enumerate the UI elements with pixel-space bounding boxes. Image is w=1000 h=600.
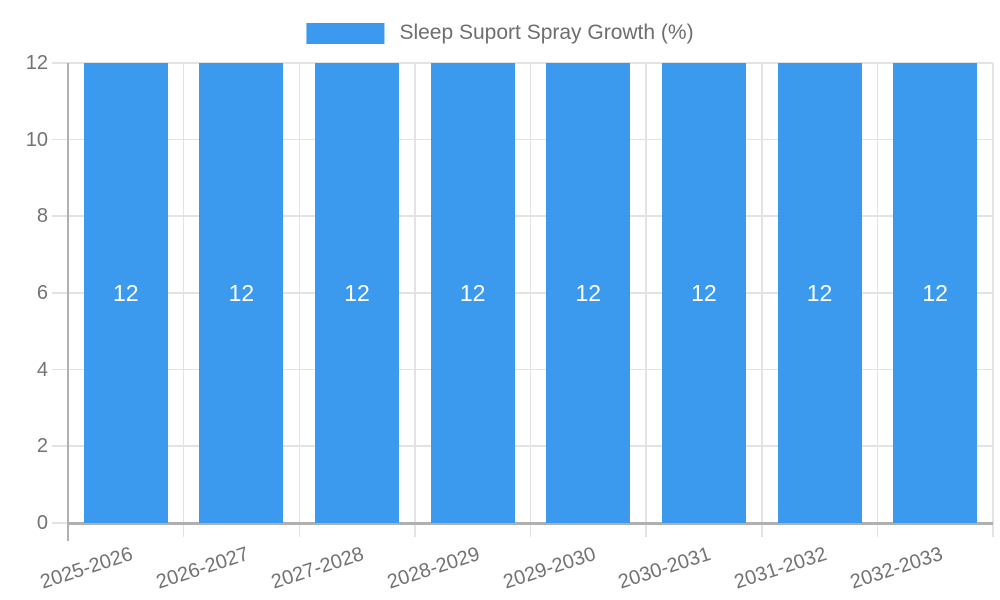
gridline-horizontal [52, 445, 993, 447]
gridline-horizontal [52, 368, 993, 371]
bar[interactable] [893, 63, 978, 523]
y-axis-tick-label: 8 [36, 205, 48, 228]
x-axis-category-label: 2031-2032 [731, 543, 830, 594]
y-axis-tick-label: 6 [36, 282, 48, 304]
bar-value-label: 12 [575, 280, 602, 306]
y-axis-tick-label: 12 [25, 52, 48, 74]
gridline-vertical [876, 63, 879, 537]
x-axis-category-label: 2026-2027 [153, 543, 252, 594]
gridline-vertical [182, 63, 185, 537]
legend-label: Sleep Suport Spray Growth (%) [399, 21, 694, 44]
bar[interactable] [546, 63, 631, 523]
bar[interactable] [315, 63, 400, 523]
x-axis-category-label: 2025-2026 [37, 543, 136, 594]
gridline-horizontal [52, 215, 993, 217]
bar[interactable] [777, 63, 862, 523]
x-axis-category-label: 2029-2030 [500, 543, 599, 594]
legend-swatch [306, 22, 385, 44]
x-axis-line [68, 522, 993, 525]
y-axis-tick-label: 10 [25, 128, 48, 151]
gridline-vertical [414, 63, 416, 537]
bar[interactable] [661, 63, 746, 523]
bar-value-label: 12 [691, 280, 717, 306]
bar-value-label: 12 [922, 280, 948, 306]
y-axis-tick [52, 522, 68, 524]
bar-value-label: 12 [459, 280, 486, 306]
y-axis-tick-label: 0 [36, 512, 48, 534]
x-axis-category-label: 2032-2033 [847, 543, 945, 594]
bar-value-label: 12 [228, 280, 255, 306]
bar[interactable] [430, 63, 515, 523]
gridline-vertical [992, 63, 994, 537]
x-axis-category-label: 2030-2031 [615, 543, 714, 594]
gridline-vertical [761, 63, 763, 537]
x-axis-category-label: 2028-2029 [384, 543, 483, 594]
gridline-vertical [298, 63, 300, 537]
gridline-vertical [529, 63, 532, 537]
legend[interactable]: Sleep Suport Spray Growth (%) [306, 21, 694, 45]
bar[interactable] [199, 63, 284, 523]
gridline-horizontal [52, 292, 993, 294]
bar-value-label: 12 [806, 280, 833, 306]
y-axis-tick-label: 2 [36, 435, 48, 458]
gridline-horizontal [52, 62, 993, 64]
bar[interactable] [83, 63, 168, 523]
gridline-horizontal [52, 138, 993, 141]
bar-value-label: 12 [344, 280, 370, 306]
bar-value-label: 12 [113, 280, 139, 306]
x-axis-category-label: 2027-2028 [269, 543, 367, 594]
y-axis-tick-label: 4 [36, 358, 48, 381]
gridline-vertical [645, 63, 647, 537]
y-axis-line [67, 63, 69, 541]
